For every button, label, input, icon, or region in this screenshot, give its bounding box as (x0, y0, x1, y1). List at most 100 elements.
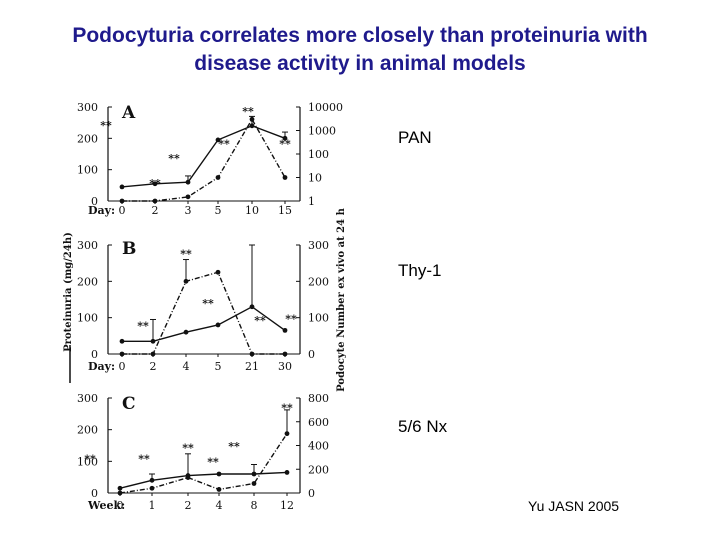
podocyte-point (282, 175, 288, 180)
podocyte-point (215, 175, 221, 180)
proteinuria-point (117, 485, 123, 491)
significance-mark: ** (84, 452, 96, 465)
x-tick-label: 4 (183, 360, 190, 373)
left-tick-label: 200 (77, 424, 98, 437)
podocyte-point (249, 116, 255, 122)
panel-letter: C (122, 394, 136, 414)
right-axis-label: Podocyte Number ex vivo at 24 h (336, 207, 347, 391)
x-tick-label: 8 (251, 499, 258, 512)
title-line-1: Podocyturia correlates more closely than… (72, 24, 648, 47)
significance-mark: ** (138, 452, 150, 465)
podocyte-point (251, 481, 257, 486)
right-tick-label: 600 (308, 416, 329, 429)
left-tick-label: 100 (77, 455, 98, 468)
right-tick-label: 1 (308, 195, 315, 208)
podocyte-point (185, 194, 191, 200)
x-tick-label: 21 (245, 360, 259, 373)
proteinuria-line (122, 305, 286, 342)
right-tick-label: 0 (308, 348, 315, 361)
proteinuria-point (216, 471, 222, 477)
right-tick-label: 200 (308, 275, 329, 288)
significance-mark: ** (149, 177, 161, 190)
significance-mark: ** (168, 152, 180, 165)
x-tick-label: 5 (215, 360, 222, 373)
x-tick-label: 1 (149, 499, 156, 512)
podocyte-line (122, 117, 286, 202)
podocyte-point (282, 351, 288, 357)
podocyte-point (149, 485, 155, 491)
significance-mark: ** (100, 119, 112, 132)
x-tick-label: 5 (215, 204, 222, 217)
slide-title: Podocyturia correlates more closely than… (0, 22, 720, 78)
x-tick-label: 2 (185, 499, 192, 512)
right-tick-label: 100 (308, 148, 329, 161)
proteinuria-point (185, 179, 191, 185)
significance-mark: ** (218, 138, 230, 151)
right-tick-label: 10000 (308, 101, 343, 114)
right-tick-label: 10 (308, 172, 322, 185)
proteinuria-line (119, 471, 288, 489)
proteinuria-point (119, 184, 125, 190)
left-tick-label: 200 (77, 275, 98, 288)
proteinuria-point (183, 329, 189, 335)
significance-mark: ** (254, 314, 266, 327)
proteinuria-point (284, 470, 290, 475)
proteinuria-line (121, 125, 286, 188)
left-tick-label: 300 (77, 392, 98, 405)
significance-mark: ** (285, 312, 297, 325)
proteinuria-point (119, 338, 125, 344)
right-tick-label: 400 (308, 440, 329, 453)
significance-mark: ** (202, 297, 214, 310)
left-tick-label: 200 (77, 132, 98, 145)
x-tick-label: 4 (216, 499, 223, 512)
panel-letter: A (121, 103, 136, 123)
x-axis-label: Day: (88, 360, 115, 373)
label-thy1: Thy-1 (398, 261, 442, 280)
significance-mark: ** (207, 455, 219, 468)
citation: Yu JASN 2005 (528, 498, 620, 514)
x-tick-label: 2 (150, 360, 157, 373)
right-tick-label: 100 (308, 312, 329, 325)
x-axis-label: Week: (87, 499, 125, 512)
x-tick-label: 12 (280, 499, 294, 512)
right-tick-label: 0 (308, 487, 315, 500)
significance-mark: ** (182, 442, 194, 455)
proteinuria-point (215, 137, 221, 143)
significance-mark: ** (279, 138, 291, 151)
x-tick-label: 15 (278, 204, 292, 217)
x-tick-label: 0 (119, 360, 126, 373)
significance-mark: ** (228, 440, 240, 453)
significance-mark: ** (180, 247, 192, 260)
x-tick-label: 10 (245, 204, 259, 217)
x-tick-label: 0 (119, 204, 126, 217)
left-tick-label: 0 (91, 195, 98, 208)
right-tick-label: 800 (308, 392, 329, 405)
podocyte-point (119, 351, 125, 357)
left-axis-label: Proteinuria (mg/24h) (63, 232, 74, 352)
podocyte-point (215, 269, 221, 275)
left-tick-label: 100 (77, 312, 98, 325)
left-tick-label: 100 (77, 164, 98, 177)
label-5-6-nx: 5/6 Nx (398, 417, 448, 436)
proteinuria-point (152, 181, 158, 187)
x-tick-label: 3 (185, 204, 192, 217)
left-tick-label: 300 (77, 101, 98, 114)
significance-mark: ** (242, 105, 254, 118)
left-tick-label: 0 (91, 487, 98, 500)
panel-letter: B (122, 239, 136, 259)
title-line-2: disease activity in animal models (194, 52, 526, 75)
podocyte-point (216, 487, 222, 492)
x-tick-label: 30 (278, 360, 292, 373)
x-tick-label: 0 (117, 499, 124, 512)
right-tick-label: 1000 (308, 125, 336, 138)
right-tick-label: 300 (308, 239, 329, 252)
left-tick-label: 0 (91, 348, 98, 361)
proteinuria-point (282, 327, 288, 333)
podocyte-point (117, 490, 123, 496)
podocyte-point (152, 198, 158, 204)
podocyte-point (150, 351, 156, 357)
label-pan: PAN (398, 128, 432, 147)
podocyte-line (122, 271, 285, 355)
podocyte-point (249, 351, 255, 357)
